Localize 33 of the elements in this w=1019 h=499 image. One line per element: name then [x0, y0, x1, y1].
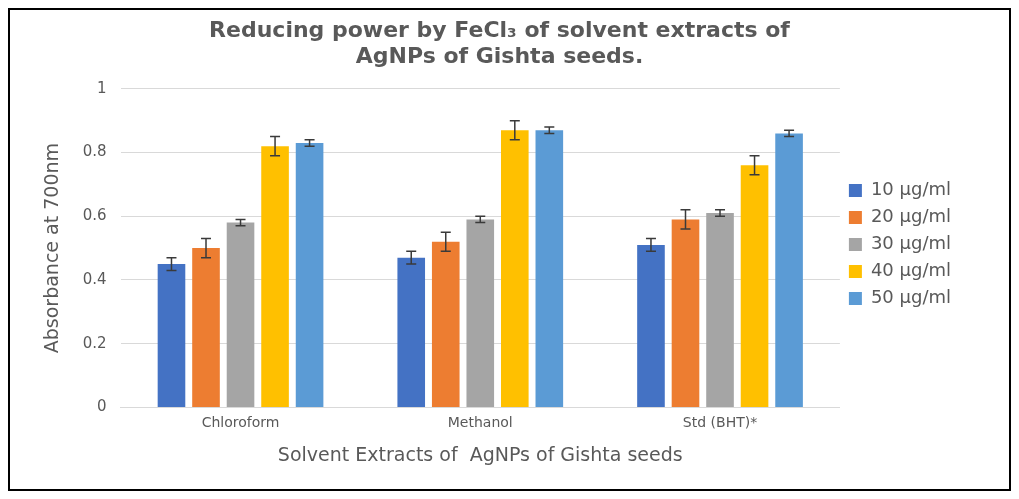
y-tick-label: 0.2 — [82, 333, 107, 352]
bar — [431, 241, 460, 407]
bar — [775, 133, 803, 407]
bar — [261, 146, 289, 407]
x-axis-title: Solvent Extracts of AgNPs of Gishta seeds — [277, 442, 683, 465]
y-axis-title: Absorbance at 700nm — [40, 142, 63, 354]
bar — [192, 248, 220, 407]
legend-label: 10 µg/ml — [870, 178, 952, 200]
legend-label: 20 µg/ml — [870, 205, 952, 227]
legend-label: 40 µg/ml — [870, 259, 952, 281]
y-tick-label: 0 — [97, 397, 107, 416]
bar — [295, 142, 324, 407]
text: Reducing power by FeCl₃ of solvent extracts of — [209, 16, 790, 42]
bar — [535, 130, 564, 407]
bar — [466, 219, 495, 407]
text: AgNPs of Gishta seeds. — [355, 43, 644, 69]
bar — [226, 222, 255, 407]
y-tick-label: 0.6 — [82, 206, 107, 225]
bar — [637, 244, 665, 407]
bar — [500, 130, 529, 407]
y-tick-label: 0.8 — [82, 142, 107, 161]
x-tick-label: Std (BHT)* — [682, 414, 758, 431]
bar — [157, 264, 186, 407]
legend-label: 50 µg/ml — [870, 286, 952, 308]
bar — [397, 257, 426, 407]
y-tick-label: 0.4 — [82, 269, 107, 288]
bar — [740, 165, 769, 407]
legend-label: 30 µg/ml — [870, 232, 952, 254]
bar — [706, 213, 734, 407]
x-tick-label: Chloroform — [201, 414, 280, 431]
x-tick-label: Methanol — [447, 414, 513, 431]
bar — [671, 219, 700, 407]
y-tick-label: 1 — [97, 78, 107, 97]
